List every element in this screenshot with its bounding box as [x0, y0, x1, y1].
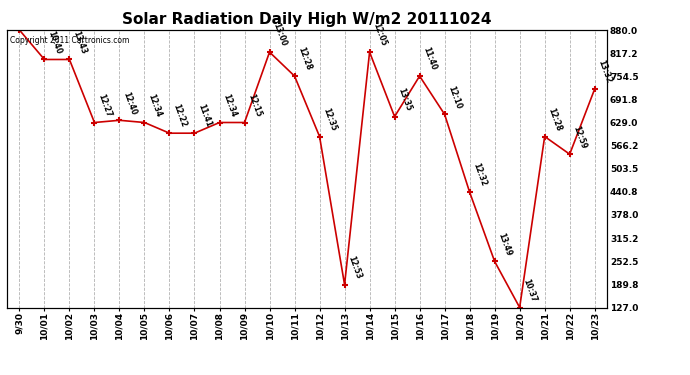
- Text: 13:49: 13:49: [497, 231, 513, 257]
- Text: 12:59: 12:59: [572, 124, 589, 150]
- Text: 12:22: 12:22: [172, 103, 188, 129]
- Text: 12:40: 12:40: [121, 90, 138, 116]
- Text: 11:40: 11:40: [422, 46, 438, 72]
- Text: 13:32: 13:32: [597, 59, 613, 84]
- Text: 13:00: 13:00: [272, 22, 288, 48]
- Text: 10:37: 10:37: [522, 277, 538, 303]
- Text: 12:34: 12:34: [221, 92, 238, 118]
- Title: Solar Radiation Daily High W/m2 20111024: Solar Radiation Daily High W/m2 20111024: [122, 12, 492, 27]
- Text: 12:32: 12:32: [472, 162, 489, 188]
- Text: 12:35: 12:35: [322, 106, 338, 132]
- Text: 12:15: 12:15: [246, 93, 263, 118]
- Text: Copyright 2011 Cartronics.com: Copyright 2011 Cartronics.com: [10, 36, 129, 45]
- Text: 13:43: 13:43: [72, 29, 88, 55]
- Text: 10:40: 10:40: [46, 29, 63, 55]
- Text: 11:41: 11:41: [197, 103, 213, 129]
- Text: 12:53: 12:53: [346, 255, 363, 280]
- Text: 12:28: 12:28: [297, 46, 313, 72]
- Text: 13:35: 13:35: [397, 87, 413, 112]
- Text: 12:28: 12:28: [546, 106, 564, 132]
- Text: 12:34: 12:34: [146, 92, 163, 118]
- Text: 12:27: 12:27: [97, 92, 113, 118]
- Text: 12:10: 12:10: [446, 84, 463, 110]
- Text: 12:05: 12:05: [372, 22, 388, 48]
